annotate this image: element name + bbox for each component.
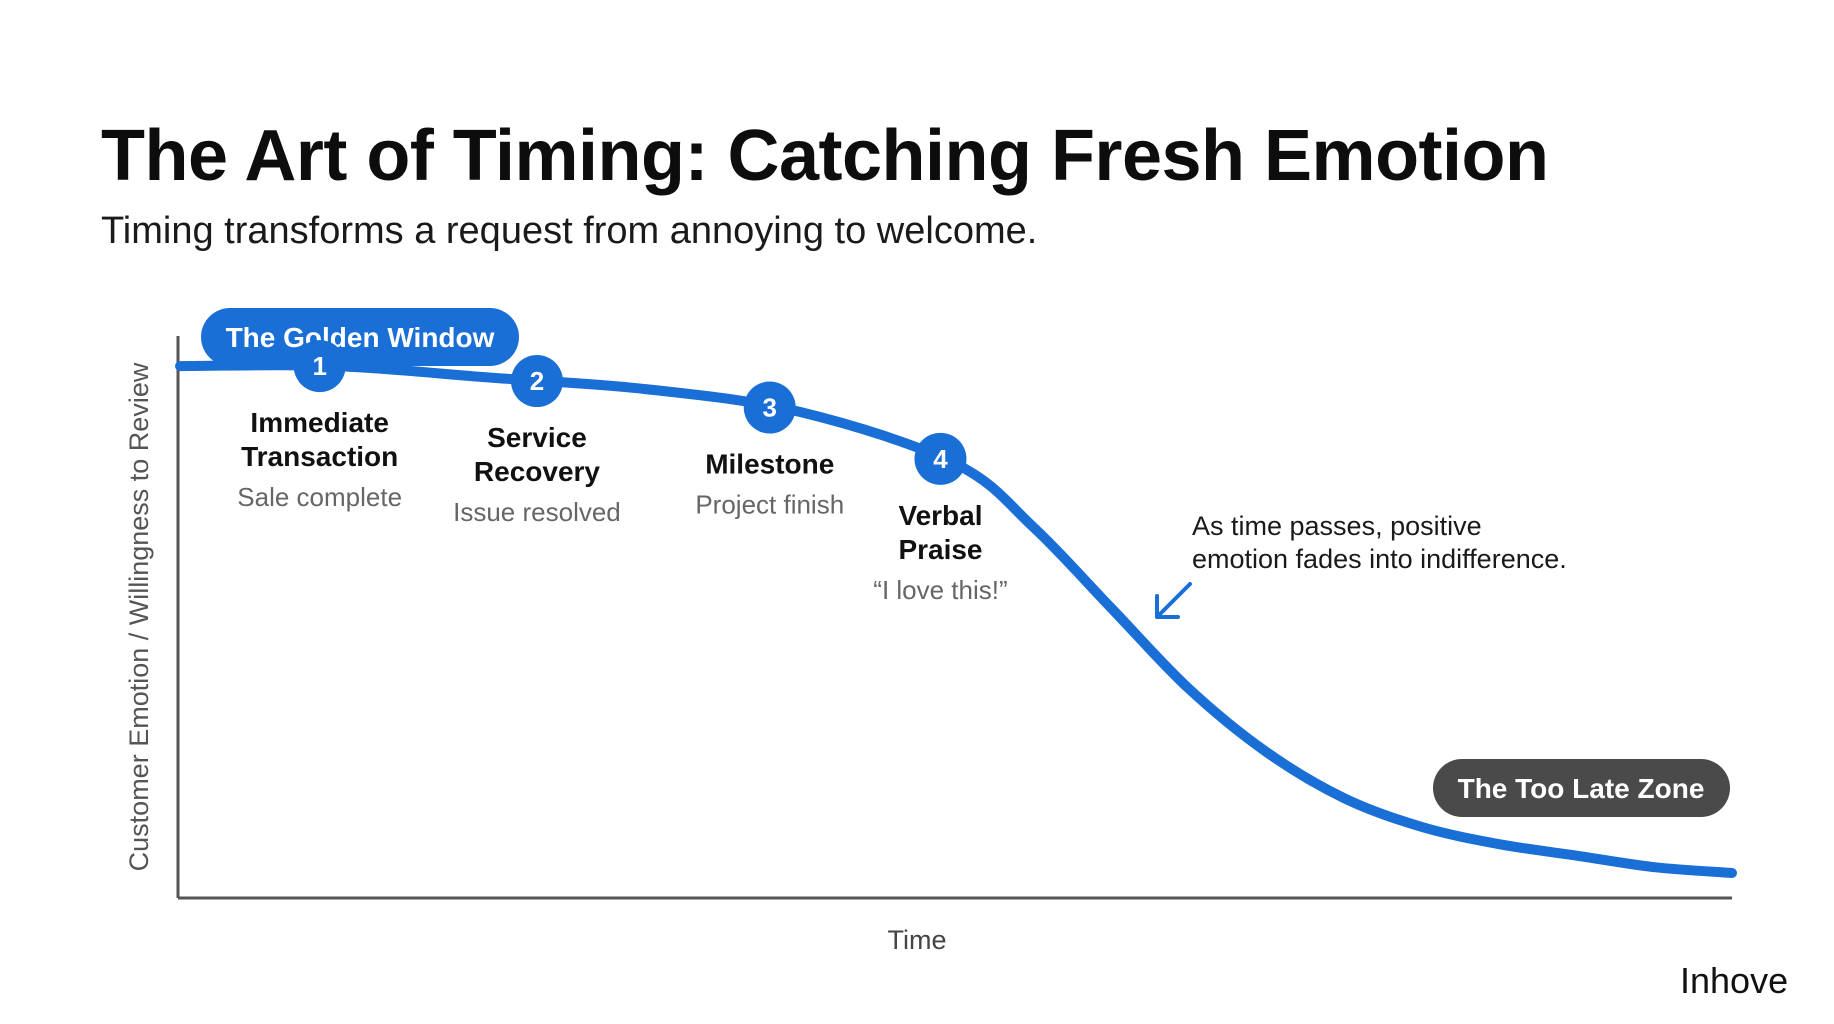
milestone-1-number: 1 — [312, 351, 326, 381]
golden-window-label: The Golden Window — [226, 322, 495, 353]
fade-annotation: As time passes, positive emotion fades i… — [1155, 511, 1567, 619]
milestone-2-title-line1: Service — [487, 422, 587, 453]
milestone-3-number: 3 — [763, 393, 777, 423]
milestone-1-title-line1: Immediate — [250, 407, 389, 438]
milestone-4-caption: “I love this!” — [873, 575, 1007, 605]
page-title: The Art of Timing: Catching Fresh Emotio… — [101, 116, 1549, 196]
milestone-3-title-line1: Milestone — [705, 449, 834, 480]
milestone-1-dot — [293, 340, 346, 393]
milestone-3-caption: Project finish — [695, 490, 844, 520]
page-subtitle: Timing transforms a request from annoyin… — [101, 210, 1038, 252]
golden-window-badge: The Golden Window — [201, 308, 519, 366]
milestone-3: 3 Milestone Project finish — [695, 381, 844, 520]
milestone-2-title-line2: Recovery — [474, 456, 601, 487]
too-late-zone-label: The Too Late Zone — [1458, 773, 1705, 804]
milestone-1-caption: Sale complete — [237, 482, 402, 512]
milestone-2-dot — [510, 355, 563, 408]
milestone-1-title-line2: Transaction — [241, 441, 398, 472]
milestone-3-dot — [743, 381, 796, 434]
annotation-arrow-icon — [1155, 582, 1192, 619]
annotation-line-2: emotion fades into indifference. — [1192, 544, 1567, 574]
x-axis-label: Time — [888, 925, 947, 955]
emotion-curve — [175, 360, 1737, 878]
brand-logo-text: Inhove — [1680, 960, 1789, 1001]
milestone-4-number: 4 — [933, 444, 948, 474]
milestone-2-number: 2 — [530, 366, 544, 396]
milestone-4-title-line1: Verbal — [898, 500, 982, 531]
milestone-1: 1 Immediate Transaction Sale complete — [237, 340, 402, 512]
milestone-4-title-line2: Praise — [898, 534, 982, 565]
annotation-line-1: As time passes, positive — [1192, 511, 1482, 541]
milestone-markers: 1 Immediate Transaction Sale complete 2 … — [237, 340, 1008, 605]
y-axis-label: Customer Emotion / Willingness to Review — [124, 362, 154, 871]
milestone-4: 4 Verbal Praise “I love this!” — [873, 432, 1008, 605]
too-late-zone-badge: The Too Late Zone — [1433, 759, 1730, 817]
milestone-2-caption: Issue resolved — [453, 497, 621, 527]
milestone-4-dot — [914, 432, 967, 485]
milestone-2: 2 Service Recovery Issue resolved — [453, 355, 621, 527]
